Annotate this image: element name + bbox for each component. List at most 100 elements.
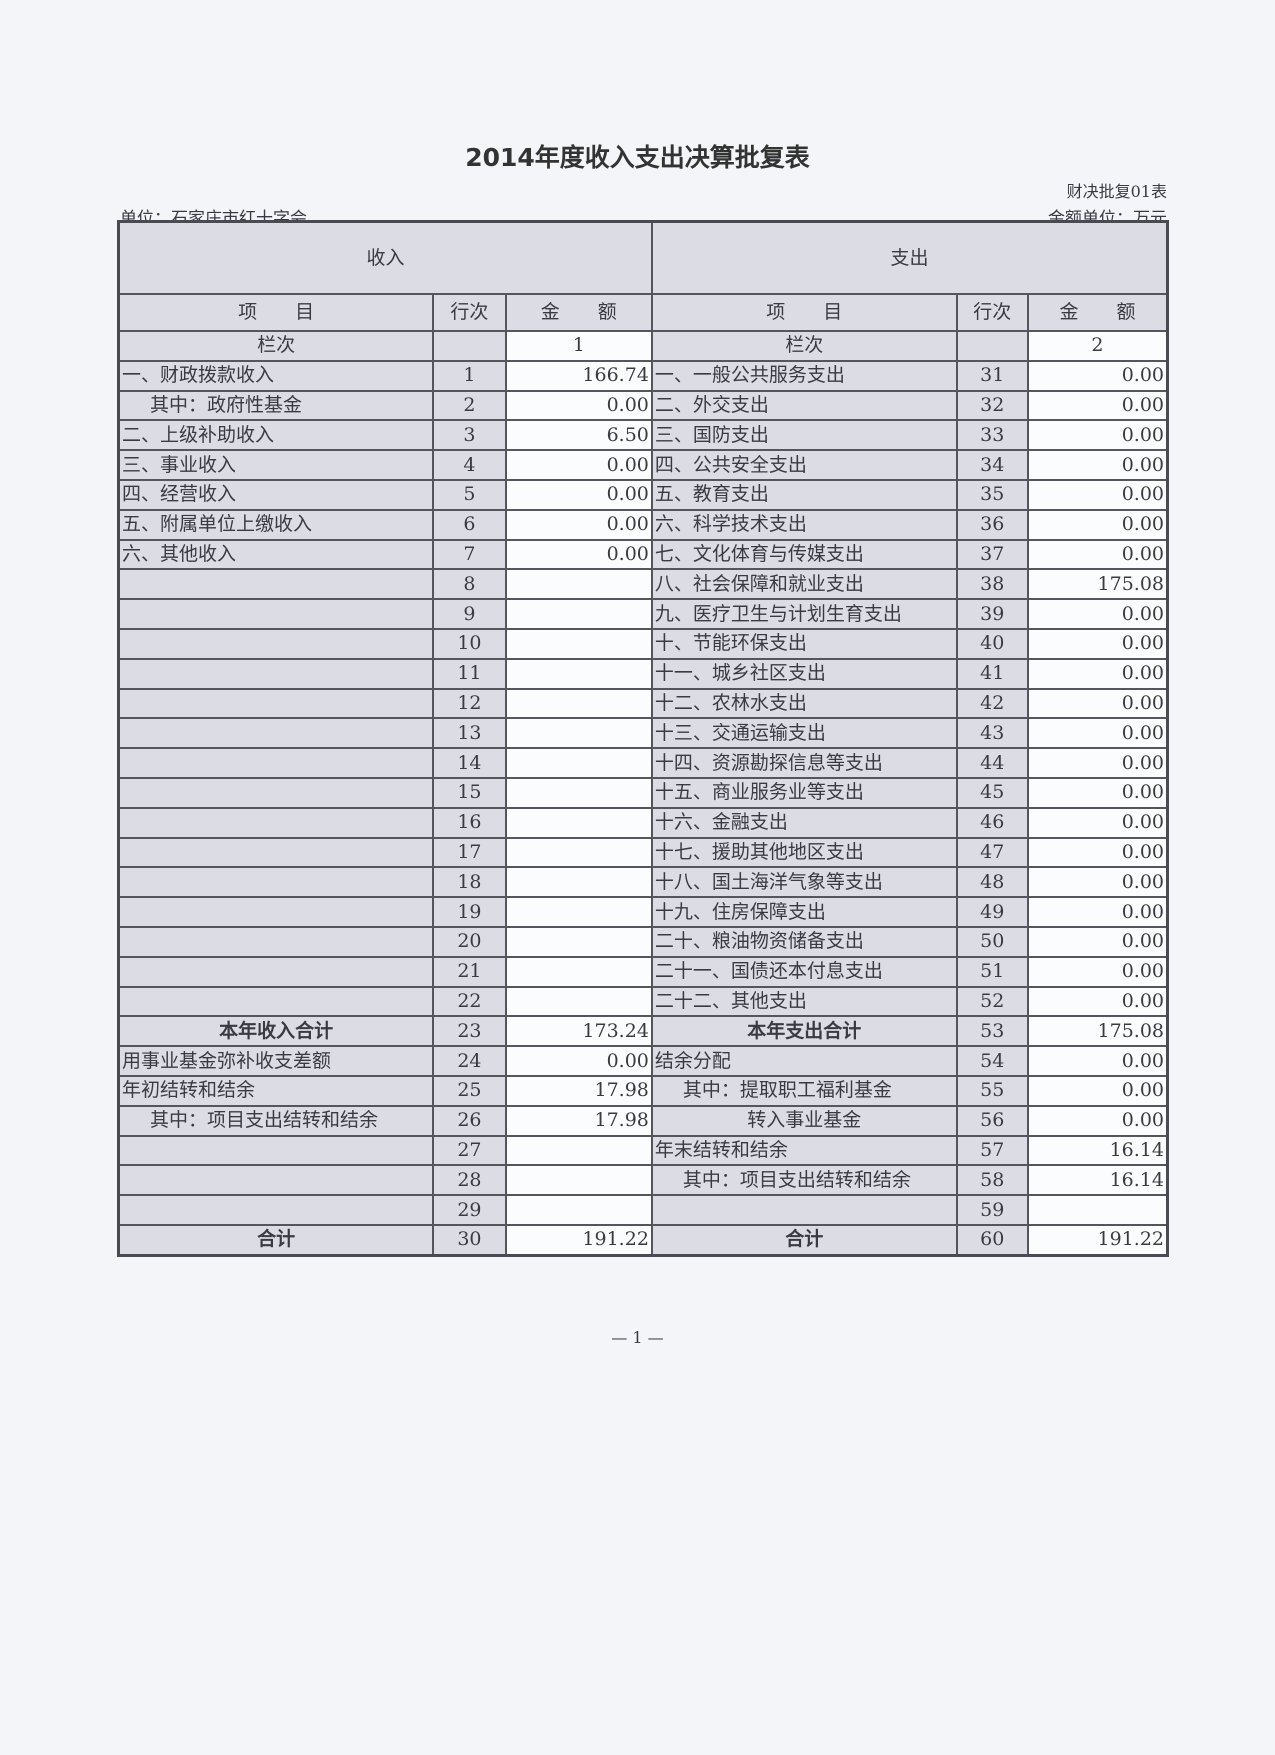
income-row-no: 5	[432, 478, 507, 511]
table-row: 三、事业收入 4 0.00 四、公共安全支出 34 0.00	[117, 449, 1169, 481]
income-item: 五、附属单位上缴收入	[117, 508, 435, 541]
income-item	[117, 985, 435, 1018]
settlement-table: 收入 支出 项 目 行次 金 额 项 目 行次 金 额 栏次 1 栏次 2 一、…	[117, 220, 1169, 1257]
income-item	[117, 627, 435, 660]
income-item	[117, 747, 435, 779]
income-amount: 0.00	[504, 449, 653, 481]
income-item: 四、经营收入	[117, 478, 435, 511]
table-row: 20 二十、粮油物资储备支出 50 0.00	[117, 925, 1169, 958]
expense-item: 二十、粮油物资储备支出	[650, 925, 958, 958]
table-row: 8 八、社会保障和就业支出 38 175.08	[117, 568, 1169, 601]
expense-amount: 0.00	[1026, 419, 1169, 452]
table-row: 15 十五、商业服务业等支出 45 0.00	[117, 776, 1169, 809]
table-row: 29 59	[117, 1194, 1169, 1226]
expense-item-header: 项 目	[650, 293, 958, 332]
income-item	[117, 925, 435, 958]
income-item: 用事业基金弥补收支差额	[117, 1045, 435, 1077]
table-row: 12 十二、农林水支出 42 0.00	[117, 687, 1169, 720]
expense-item: 结余分配	[650, 1045, 958, 1077]
income-amount	[504, 1134, 653, 1167]
income-header: 收入	[117, 220, 653, 295]
income-amount: 17.98	[504, 1074, 653, 1107]
expense-item: 十三、交通运输支出	[650, 717, 958, 750]
income-item	[117, 896, 435, 928]
expense-amount: 0.00	[1026, 389, 1169, 422]
expense-amount: 0.00	[1026, 896, 1169, 928]
income-amount: 0.00	[504, 1045, 653, 1077]
income-item	[117, 836, 435, 869]
expense-amount: 0.00	[1026, 1104, 1169, 1137]
expense-amount: 0.00	[1026, 598, 1169, 630]
expense-row-no: 35	[955, 478, 1029, 511]
expense-amount: 16.14	[1026, 1164, 1169, 1197]
table-row: 19 十九、住房保障支出 49 0.00	[117, 896, 1169, 928]
income-row-no: 7	[432, 538, 507, 571]
expense-amount: 0.00	[1026, 1045, 1169, 1077]
table-row: 其中：项目支出结转和结余 26 17.98 转入事业基金 56 0.00	[117, 1104, 1169, 1137]
income-col-label: 栏次	[117, 330, 435, 362]
table-row: 合计 30 191.22 合计 60 191.22	[117, 1223, 1169, 1257]
expense-amount: 0.00	[1026, 836, 1169, 869]
income-item	[117, 806, 435, 839]
expense-row-no: 42	[955, 687, 1029, 720]
expense-item: 三、国防支出	[650, 419, 958, 452]
expense-row-no: 39	[955, 598, 1029, 630]
expense-row-no: 49	[955, 896, 1029, 928]
income-row-no: 15	[432, 776, 507, 809]
income-amount	[504, 657, 653, 690]
expense-item: 八、社会保障和就业支出	[650, 568, 958, 601]
table-row: 13 十三、交通运输支出 43 0.00	[117, 717, 1169, 750]
expense-amount: 0.00	[1026, 985, 1169, 1018]
table-row: 14 十四、资源勘探信息等支出 44 0.00	[117, 747, 1169, 779]
expense-header: 支出	[650, 220, 1169, 295]
table-row: 用事业基金弥补收支差额 24 0.00 结余分配 54 0.00	[117, 1045, 1169, 1077]
expense-row-no: 43	[955, 717, 1029, 750]
expense-row-no: 51	[955, 955, 1029, 988]
income-item	[117, 1134, 435, 1167]
table-row: 本年收入合计 23 173.24 本年支出合计 53 175.08	[117, 1015, 1169, 1048]
expense-amount: 0.00	[1026, 508, 1169, 541]
expense-item: 十六、金融支出	[650, 806, 958, 839]
expense-item: 其中：项目支出结转和结余	[650, 1164, 958, 1197]
expense-item: 二、外交支出	[650, 389, 958, 422]
expense-item: 五、教育支出	[650, 478, 958, 511]
expense-row-no: 46	[955, 806, 1029, 839]
income-row-no: 22	[432, 985, 507, 1018]
income-row-no: 21	[432, 955, 507, 988]
expense-item: 二十二、其他支出	[650, 985, 958, 1018]
income-row-no: 17	[432, 836, 507, 869]
table-row: 18 十八、国土海洋气象等支出 48 0.00	[117, 866, 1169, 899]
expense-row-no: 53	[955, 1015, 1029, 1048]
expense-item: 年末结转和结余	[650, 1134, 958, 1167]
income-col-number: 1	[504, 330, 653, 362]
table-row: 28 其中：项目支出结转和结余 58 16.14	[117, 1164, 1169, 1197]
income-item	[117, 687, 435, 720]
form-number: 财决批复01表	[1066, 182, 1167, 201]
income-amount	[504, 1194, 653, 1226]
income-row-no: 4	[432, 449, 507, 481]
expense-row-no: 58	[955, 1164, 1029, 1197]
expense-item: 合计	[650, 1223, 958, 1257]
expense-amount: 0.00	[1026, 657, 1169, 690]
expense-amount: 191.22	[1026, 1223, 1169, 1257]
expense-item: 十、节能环保支出	[650, 627, 958, 660]
income-row-no: 19	[432, 896, 507, 928]
expense-row-no: 38	[955, 568, 1029, 601]
expense-amount: 0.00	[1026, 1074, 1169, 1107]
page-title: 2014年度收入支出决算批复表	[465, 143, 810, 172]
expense-item: 十一、城乡社区支出	[650, 657, 958, 690]
income-item	[117, 776, 435, 809]
table-row: 21 二十一、国债还本付息支出 51 0.00	[117, 955, 1169, 988]
income-amount: 0.00	[504, 389, 653, 422]
expense-amount: 0.00	[1026, 359, 1169, 392]
expense-item: 十二、农林水支出	[650, 687, 958, 720]
income-item	[117, 717, 435, 750]
income-col-empty	[432, 330, 507, 362]
income-amount: 0.00	[504, 508, 653, 541]
expense-item: 十七、援助其他地区支出	[650, 836, 958, 869]
expense-item: 六、科学技术支出	[650, 508, 958, 541]
income-amount	[504, 985, 653, 1018]
income-row-no: 9	[432, 598, 507, 630]
expense-row-no: 59	[955, 1194, 1029, 1226]
income-item: 年初结转和结余	[117, 1074, 435, 1107]
